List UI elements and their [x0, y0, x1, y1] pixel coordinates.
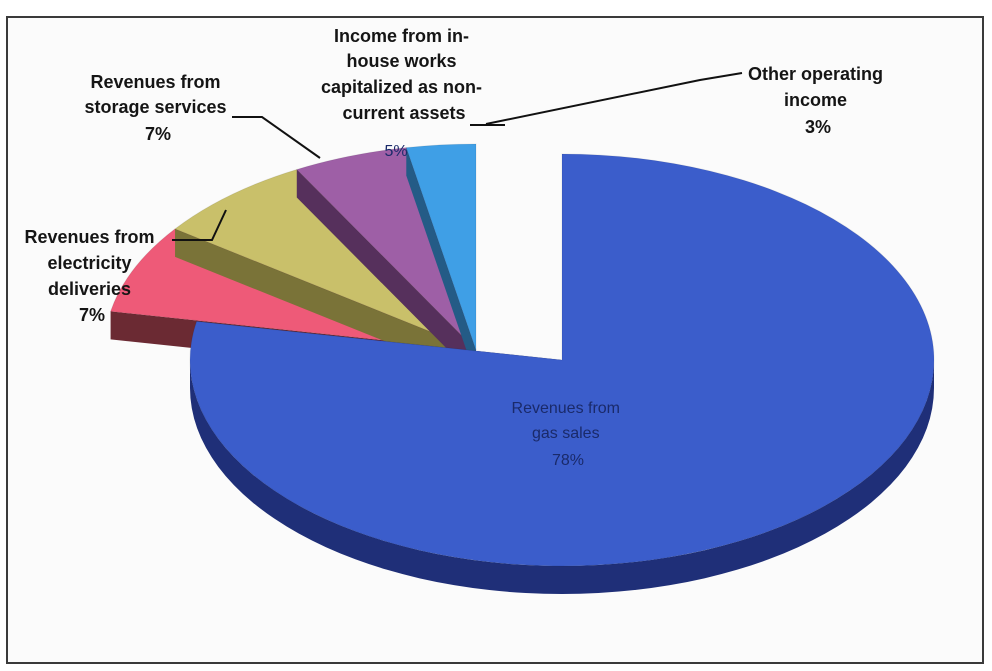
slice-label-other-value: 3% [805, 117, 831, 137]
slice-gas-top [189, 153, 935, 567]
slice-label-electricity-line3: deliveries [48, 279, 131, 299]
slice-inhouse-top [295, 147, 477, 351]
slice-storage-top [174, 168, 477, 351]
slice-label-electricity-value: 7% [79, 305, 105, 325]
slice-label-gas-value: 78% [552, 452, 584, 469]
slice-storage-side-0 [175, 228, 476, 378]
slice-label-electricity-line2: electricity [47, 253, 131, 273]
slice-other-side-0 [406, 147, 476, 378]
pie-slices [109, 143, 935, 594]
slice-label-gas-line2: gas sales [532, 425, 600, 442]
slice-label-other: Other operating income 3% [748, 64, 888, 137]
slice-label-electricity: Revenues from electricity deliveries 7% [24, 227, 159, 325]
slice-label-gas-line1: Revenues from [512, 400, 621, 417]
slice-label-inhouse-value: 5% [384, 143, 407, 160]
slice-label-inhouse: Income from in- house works capitalized … [321, 26, 487, 123]
slice-label-electricity-line1: Revenues from [24, 227, 154, 247]
slice-label-other-line2: income [784, 90, 847, 110]
slice-label-storage: Revenues from storage services 7% [84, 72, 231, 144]
slice-label-storage-line2: storage services [84, 97, 226, 117]
leader-electricity [172, 209, 227, 241]
leader-storage [232, 116, 321, 159]
slice-label-inhouse-line3: capitalized as non- [321, 77, 482, 97]
slice-label-gas: Revenues from gas sales 78% [512, 400, 625, 469]
slice-label-inhouse-line4: current assets [342, 103, 465, 123]
leader-other [485, 72, 743, 125]
slice-label-inhouse-line1: Income from in- [334, 26, 469, 46]
slice-gas [189, 153, 935, 594]
slice-label-storage-line1: Revenues from [90, 72, 220, 92]
slice-inhouse-side-0 [296, 169, 476, 378]
slice-other-top [405, 143, 477, 351]
slice-other [405, 143, 477, 378]
slice-label-inhouse-line2: house works [346, 51, 456, 71]
slice-label-storage-value: 7% [145, 124, 171, 144]
slice-label-other-line1: Other operating [748, 64, 883, 84]
leader-lines [172, 72, 743, 241]
